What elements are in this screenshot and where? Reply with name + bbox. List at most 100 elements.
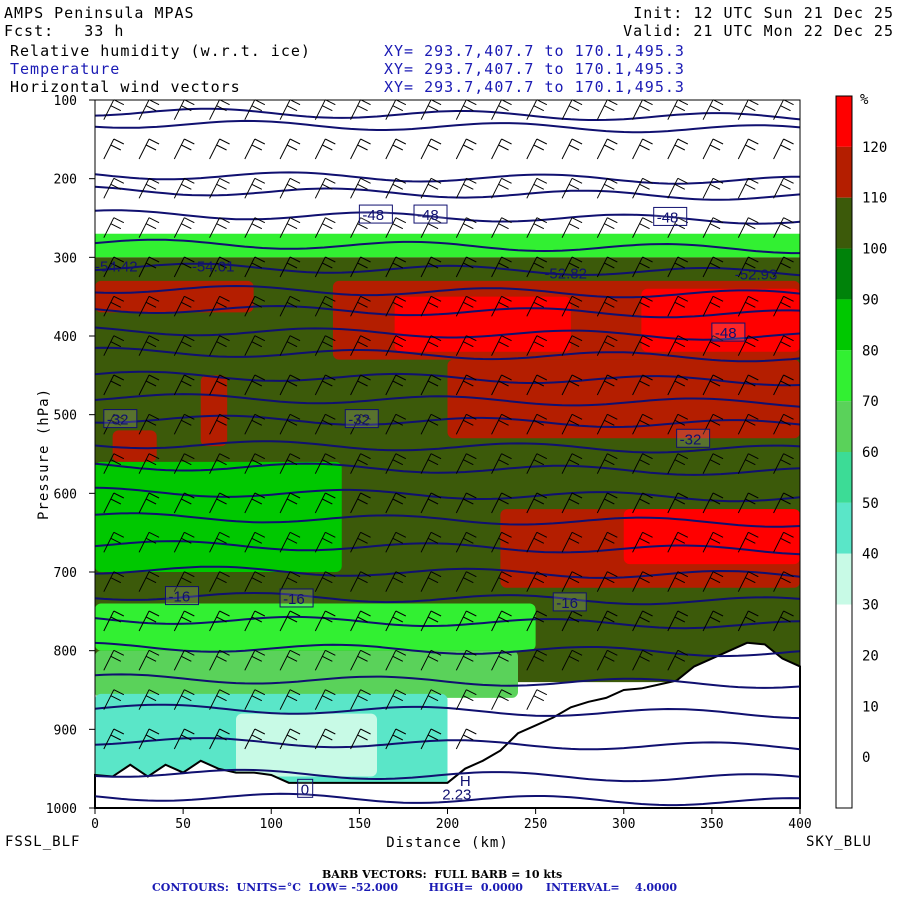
- wind-barb: [173, 295, 195, 317]
- wind-barb: [526, 295, 548, 317]
- wind-barb: [702, 177, 724, 199]
- wind-barb: [103, 689, 125, 710]
- wind-barb: [455, 728, 477, 750]
- svg-text:-16: -16: [283, 591, 305, 608]
- wind-barb: [103, 335, 125, 356]
- wind-barb: [773, 256, 794, 278]
- colorbar-bin: [836, 452, 852, 503]
- rh-region: [236, 713, 377, 777]
- wind-barb: [667, 374, 689, 396]
- wind-barb: [455, 256, 477, 278]
- wind-barb: [737, 256, 759, 278]
- svg-text:-32: -32: [107, 412, 129, 429]
- wind-barb: [420, 492, 442, 514]
- wind-barb: [596, 374, 618, 396]
- rh-region: [200, 375, 228, 447]
- contour-label: -48: [711, 322, 746, 342]
- colorbar-tick-label: 0: [862, 750, 870, 766]
- wind-barb: [138, 295, 160, 317]
- wind-barb: [526, 335, 548, 356]
- wind-barb: [385, 374, 407, 396]
- wind-barb: [209, 177, 230, 199]
- wind-barb: [350, 256, 371, 278]
- wind-barb: [173, 256, 195, 278]
- wind-barb: [455, 531, 477, 553]
- wind-barb: [209, 295, 230, 317]
- wind-barb: [667, 217, 689, 238]
- wind-barb: [667, 531, 689, 553]
- wind-barb: [491, 374, 512, 396]
- wind-barb: [632, 177, 653, 199]
- temperature-contour: [94, 107, 801, 121]
- x-tick-label: 200: [436, 817, 459, 832]
- wind-barb: [526, 256, 548, 278]
- colorbar-tick-label: 60: [862, 445, 879, 461]
- colorbar-bin: [836, 299, 852, 351]
- wind-barb: [173, 177, 195, 199]
- wind-barb: [138, 335, 160, 356]
- wind-barb: [526, 571, 548, 592]
- wind-barb: [491, 217, 512, 238]
- wind-barb: [702, 453, 724, 474]
- contour-label: -48: [413, 204, 448, 224]
- wind-barb: [350, 177, 371, 199]
- wind-barb: [138, 649, 160, 671]
- contour-label: -16: [552, 592, 587, 612]
- wind-barb: [209, 492, 230, 514]
- temperature-contour: [94, 673, 801, 689]
- wind-barb: [279, 374, 301, 396]
- wind-barb: [279, 610, 301, 632]
- wind-barb: [314, 492, 336, 514]
- wind-barb: [773, 177, 794, 199]
- x-tick-label: 250: [524, 817, 547, 832]
- wind-barb: [561, 571, 583, 592]
- wind-barb: [279, 571, 301, 592]
- temperature-contour: [94, 171, 801, 185]
- colorbar-tick-label: 10: [862, 699, 879, 715]
- wind-barb: [667, 413, 689, 435]
- temperature-contour: [94, 737, 801, 751]
- wind-barb: [561, 453, 583, 474]
- wind-barb: [526, 374, 548, 396]
- wind-barb: [596, 138, 618, 160]
- wind-barb: [455, 649, 477, 671]
- contour-note: CONTOURS: UNITS=°C LOW= -52.000 HIGH= 0.…: [152, 881, 678, 894]
- field-name-wind: Horizontal wind vectors: [10, 78, 241, 96]
- wind-barb: [526, 610, 548, 632]
- wind-barb: [138, 217, 160, 238]
- x-tick-label: 350: [700, 817, 723, 832]
- wind-barb: [138, 571, 160, 592]
- x-tick-label: 0: [91, 817, 99, 832]
- y-tick-label: 900: [54, 723, 77, 738]
- x-tick-label: 400: [788, 817, 811, 832]
- wind-barb: [314, 256, 336, 278]
- wind-barb: [173, 138, 195, 160]
- wind-barb: [420, 728, 442, 750]
- wind-barb: [350, 649, 371, 671]
- wind-barb: [737, 295, 759, 317]
- wind-barb: [244, 138, 266, 160]
- contour-label: -48: [358, 204, 393, 224]
- rh-region: [641, 288, 800, 352]
- wind-barb: [244, 413, 266, 435]
- wind-barb: [526, 453, 548, 474]
- wind-barb: [561, 531, 583, 553]
- wind-barb: [103, 374, 125, 396]
- init-time: Init: 12 UTC Sun 21 Dec 25: [633, 4, 894, 22]
- wind-barb: [244, 256, 266, 278]
- field-xy-wind: XY= 293.7,407.7 to 170.1,495.3: [384, 78, 685, 96]
- wind-barb: [491, 138, 512, 160]
- wind-barb: [420, 571, 442, 592]
- temperature-contour: [94, 792, 801, 807]
- wind-barb: [632, 453, 653, 474]
- wind-barb: [350, 728, 371, 750]
- wind-barb: [279, 689, 301, 710]
- wind-barb: [420, 531, 442, 553]
- wind-barb: [209, 610, 230, 632]
- wind-barb: [773, 571, 794, 592]
- temperature-contour: [94, 703, 801, 720]
- wind-barb: [491, 256, 512, 278]
- colorbar-bin: [836, 96, 852, 147]
- wind-barb: [350, 453, 371, 474]
- wind-barb: [314, 531, 336, 553]
